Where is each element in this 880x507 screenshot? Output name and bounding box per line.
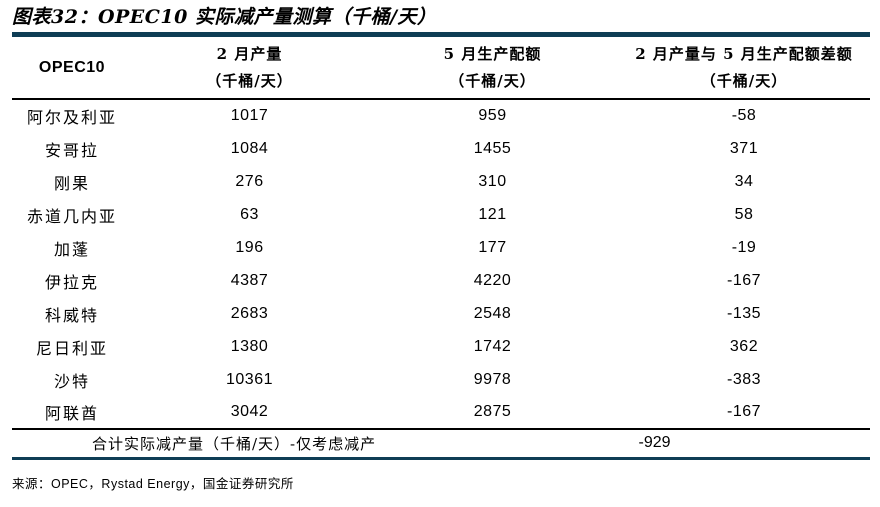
diff-cell: 34 (734, 172, 754, 190)
table-body: 阿尔及利亚 1017 959 -58 安哥拉 1084 1455 371 刚果 … (12, 99, 870, 460)
title-accent-rule (12, 32, 870, 37)
feb-production-cell: 276 (235, 172, 264, 190)
header-feb-production: 2 月产量 （千桶/天） (132, 37, 367, 100)
diff-cell: -167 (726, 403, 762, 420)
header-feb-line1: 2 月产量 (216, 44, 283, 63)
country-cell: 阿联酋 (44, 404, 99, 423)
header-may-quota: 5 月生产配额 （千桶/天） (367, 37, 618, 100)
may-quota-cell: 9978 (473, 370, 512, 388)
country-cell: 刚果 (53, 173, 90, 193)
header-may-line1: 5 月生产配额 (443, 44, 542, 63)
may-quota-cell: 1742 (473, 337, 512, 355)
diff-cell: -58 (731, 107, 757, 124)
country-cell: 科威特 (44, 305, 99, 325)
table-row: 阿尔及利亚 1017 959 -58 (12, 99, 870, 132)
feb-production-cell: 1084 (230, 139, 269, 157)
country-cell: 尼日利亚 (35, 338, 108, 358)
country-cell: 安哥拉 (44, 140, 99, 160)
header-diff-line1: 2 月产量与 5 月生产配额差额 (635, 44, 853, 63)
may-quota-cell: 959 (478, 107, 507, 124)
table-row: 阿联酋 3042 2875 -167 (12, 396, 870, 429)
may-quota-cell: 1455 (473, 139, 512, 157)
diff-cell: -167 (726, 271, 762, 289)
may-quota-cell: 121 (478, 205, 507, 223)
total-label: 合计实际减产量（千桶/天）-仅考虑减产 (12, 428, 375, 460)
header-opec10: OPEC10 (12, 37, 132, 100)
diff-cell: -19 (731, 238, 757, 256)
country-cell: 伊拉克 (44, 272, 99, 292)
country-cell: 阿尔及利亚 (26, 108, 117, 127)
country-cell: 加蓬 (53, 239, 90, 259)
diff-cell: -135 (726, 304, 762, 322)
table-row: 加蓬 196 177 -19 (12, 231, 870, 264)
table-header: OPEC10 2 月产量 （千桶/天） 5 月生产配额 （千桶/天） 2 月产量… (12, 37, 870, 100)
table-row: 科威特 2683 2548 -135 (12, 297, 870, 330)
feb-production-cell: 2683 (230, 304, 269, 322)
diff-cell: 371 (729, 139, 759, 157)
feb-production-cell: 10361 (226, 370, 273, 388)
diff-cell: 58 (734, 205, 754, 223)
may-quota-cell: 177 (478, 238, 507, 256)
table-row: 伊拉克 4387 4220 -167 (12, 264, 870, 297)
feb-production-cell: 1380 (230, 337, 269, 355)
source-note: 来源：OPEC，Rystad Energy，国金证券研究所 (12, 476, 294, 491)
header-may-line2: （千桶/天） (449, 71, 536, 90)
feb-production-cell: 3042 (230, 403, 269, 420)
header-diff-line2: （千桶/天） (700, 71, 788, 90)
figure-container: 图表32：OPEC10 实际减产量测算（千桶/天） OPEC10 2 月产量 （… (12, 6, 870, 491)
table-row: 沙特 10361 9978 -383 (12, 363, 870, 396)
diff-cell: 362 (729, 337, 759, 355)
total-value: -929 (367, 428, 870, 460)
diff-cell: -383 (726, 370, 762, 388)
feb-production-cell: 196 (235, 238, 264, 256)
figure-title: 图表32：OPEC10 实际减产量测算（千桶/天） (12, 6, 437, 28)
country-cell: 沙特 (53, 371, 90, 391)
table-row: 赤道几内亚 63 121 58 (12, 198, 870, 231)
opec10-table: OPEC10 2 月产量 （千桶/天） 5 月生产配额 （千桶/天） 2 月产量… (12, 37, 870, 460)
table-row: 安哥拉 1084 1455 371 (12, 132, 870, 165)
may-quota-cell: 2548 (473, 304, 512, 322)
feb-production-cell: 1017 (230, 107, 269, 124)
total-row: 合计实际减产量（千桶/天）-仅考虑减产 -929 (12, 428, 870, 460)
country-cell: 赤道几内亚 (26, 206, 117, 226)
header-diff: 2 月产量与 5 月生产配额差额 （千桶/天） (618, 37, 870, 100)
feb-production-cell: 4387 (230, 271, 269, 289)
header-row: OPEC10 2 月产量 （千桶/天） 5 月生产配额 （千桶/天） 2 月产量… (12, 37, 870, 100)
may-quota-cell: 310 (478, 172, 507, 190)
may-quota-cell: 4220 (473, 271, 512, 289)
feb-production-cell: 63 (240, 205, 259, 223)
header-feb-line2: （千桶/天） (206, 71, 293, 90)
may-quota-cell: 2875 (473, 403, 512, 420)
table-row: 刚果 276 310 34 (12, 165, 870, 198)
table-row: 尼日利亚 1380 1742 362 (12, 330, 870, 363)
